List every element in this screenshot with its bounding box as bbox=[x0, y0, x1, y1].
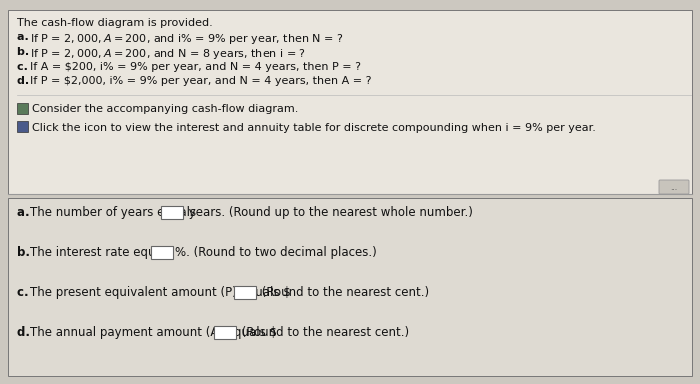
Bar bbox=[17, 121, 28, 132]
Text: ...: ... bbox=[671, 182, 678, 192]
Text: years. (Round up to the nearest whole number.): years. (Round up to the nearest whole nu… bbox=[185, 206, 473, 219]
Text: c.: c. bbox=[17, 286, 37, 299]
Text: The interest rate equals: The interest rate equals bbox=[30, 246, 176, 259]
Text: a.: a. bbox=[17, 33, 33, 43]
Bar bbox=[17, 103, 28, 114]
Bar bbox=[8, 10, 692, 194]
Bar bbox=[214, 326, 237, 339]
Text: If A = $200, i% = 9% per year, and N = 4 years, then P = ?: If A = $200, i% = 9% per year, and N = 4… bbox=[30, 61, 361, 71]
Text: d.: d. bbox=[17, 326, 34, 339]
Text: (Round to the nearest cent.): (Round to the nearest cent.) bbox=[258, 286, 429, 299]
Text: d.: d. bbox=[17, 76, 33, 86]
Bar bbox=[161, 206, 183, 219]
Text: The number of years equals: The number of years equals bbox=[30, 206, 200, 219]
Text: %. (Round to two decimal places.): %. (Round to two decimal places.) bbox=[175, 246, 377, 259]
Text: If P = $2,000, i% = 9% per year, and N = 4 years, then A = ?: If P = $2,000, i% = 9% per year, and N =… bbox=[30, 76, 372, 86]
Text: If P = $2,000, A = $200, and i% = 9% per year, then N = ?: If P = $2,000, A = $200, and i% = 9% per… bbox=[30, 33, 344, 46]
Text: (Round to the nearest cent.): (Round to the nearest cent.) bbox=[238, 326, 410, 339]
Text: a.: a. bbox=[17, 206, 34, 219]
Text: Click the icon to view the interest and annuity table for discrete compounding w: Click the icon to view the interest and … bbox=[32, 123, 596, 133]
Text: The present equivalent amount (P) equals $: The present equivalent amount (P) equals… bbox=[30, 286, 290, 299]
Text: The annual payment amount (A) equals $: The annual payment amount (A) equals $ bbox=[30, 326, 277, 339]
Bar bbox=[234, 286, 256, 299]
FancyBboxPatch shape bbox=[659, 180, 689, 194]
Text: Consider the accompanying cash-flow diagram.: Consider the accompanying cash-flow diag… bbox=[32, 104, 298, 114]
Text: b.: b. bbox=[17, 246, 38, 259]
Text: b.: b. bbox=[17, 47, 33, 57]
Text: If P = $2,000, A = $200, and N = 8 years, then i = ?: If P = $2,000, A = $200, and N = 8 years… bbox=[30, 47, 306, 61]
Bar bbox=[151, 246, 174, 259]
Text: The cash-flow diagram is provided.: The cash-flow diagram is provided. bbox=[17, 18, 213, 28]
Text: c.: c. bbox=[17, 61, 32, 71]
Bar bbox=[8, 198, 692, 376]
